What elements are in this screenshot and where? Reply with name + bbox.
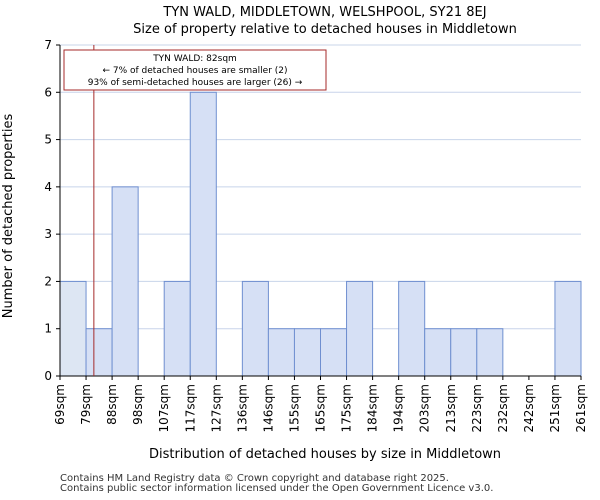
x-tick-label: 232sqm (496, 384, 510, 432)
bars (59, 91, 582, 377)
x-tick-label: 223sqm (470, 384, 484, 432)
y-tick-label: 7 (44, 38, 52, 52)
y-tick-label: 1 (44, 322, 52, 336)
footer-line-2: Contains public sector information licen… (60, 483, 494, 494)
bar (189, 91, 217, 377)
x-tick-label: 88sqm (105, 384, 119, 425)
bar (293, 328, 322, 377)
x-tick-label: 203sqm (418, 384, 432, 432)
bar (59, 280, 87, 377)
y-tick-label: 6 (44, 85, 52, 99)
annotation-line-2: ← 7% of detached houses are smaller (2) (102, 66, 287, 76)
x-tick-label: 261sqm (574, 384, 588, 432)
y-tick-label: 2 (44, 274, 52, 288)
y-tick-label: 5 (44, 133, 52, 147)
annotation-box (63, 49, 327, 91)
x-tick-label: 184sqm (366, 384, 380, 432)
x-tick-label: 251sqm (548, 384, 562, 432)
x-tick-label: 165sqm (314, 384, 328, 432)
gridlines (60, 44, 581, 330)
x-tick-label: 136sqm (235, 384, 249, 432)
x-tick-label: 107sqm (157, 384, 171, 432)
x-tick-label: 69sqm (53, 384, 67, 425)
chart-subtitle: Size of property relative to detached ho… (133, 22, 517, 37)
x-tick-label: 117sqm (183, 384, 197, 432)
x-tick-label: 146sqm (261, 384, 275, 432)
bar (85, 328, 113, 377)
bar (346, 280, 374, 377)
bar (241, 280, 269, 377)
x-tick-label: 98sqm (131, 384, 145, 425)
x-tick-label: 79sqm (79, 384, 93, 425)
bar (554, 280, 582, 377)
x-tick-label: 175sqm (340, 384, 354, 432)
y-tick-label: 0 (44, 369, 52, 383)
bar (267, 328, 295, 377)
bar (476, 328, 504, 377)
bar (450, 328, 478, 377)
y-tick-label: 4 (44, 180, 52, 194)
y-ticks: 0 1 2 3 4 5 6 7 (44, 38, 60, 383)
footer-line-1: Contains HM Land Registry data © Crown c… (60, 473, 449, 484)
annotation-line-3: 93% of semi-detached houses are larger (… (88, 78, 303, 88)
y-tick-label: 3 (44, 227, 52, 241)
x-tick-label: 242sqm (522, 384, 536, 432)
chart-title: TYN WALD, MIDDLETOWN, WELSHPOOL, SY21 8E… (162, 5, 486, 20)
x-tick-label: 127sqm (209, 384, 223, 432)
x-ticks: 69sqm 79sqm 88sqm 98sqm 107sqm 117sqm 127sqm 13… (53, 376, 588, 432)
bar (320, 328, 348, 377)
bar (398, 280, 426, 377)
y-axis-label: Number of detached properties (1, 114, 16, 319)
bar (424, 328, 452, 377)
x-tick-label: 213sqm (444, 384, 458, 432)
annotation-line-1: TYN WALD: 82sqm (152, 54, 237, 64)
x-tick-label: 155sqm (287, 384, 301, 432)
x-tick-label: 194sqm (392, 384, 406, 432)
x-axis-label: Distribution of detached houses by size … (149, 447, 501, 462)
bar (111, 186, 139, 377)
bar (163, 280, 191, 377)
